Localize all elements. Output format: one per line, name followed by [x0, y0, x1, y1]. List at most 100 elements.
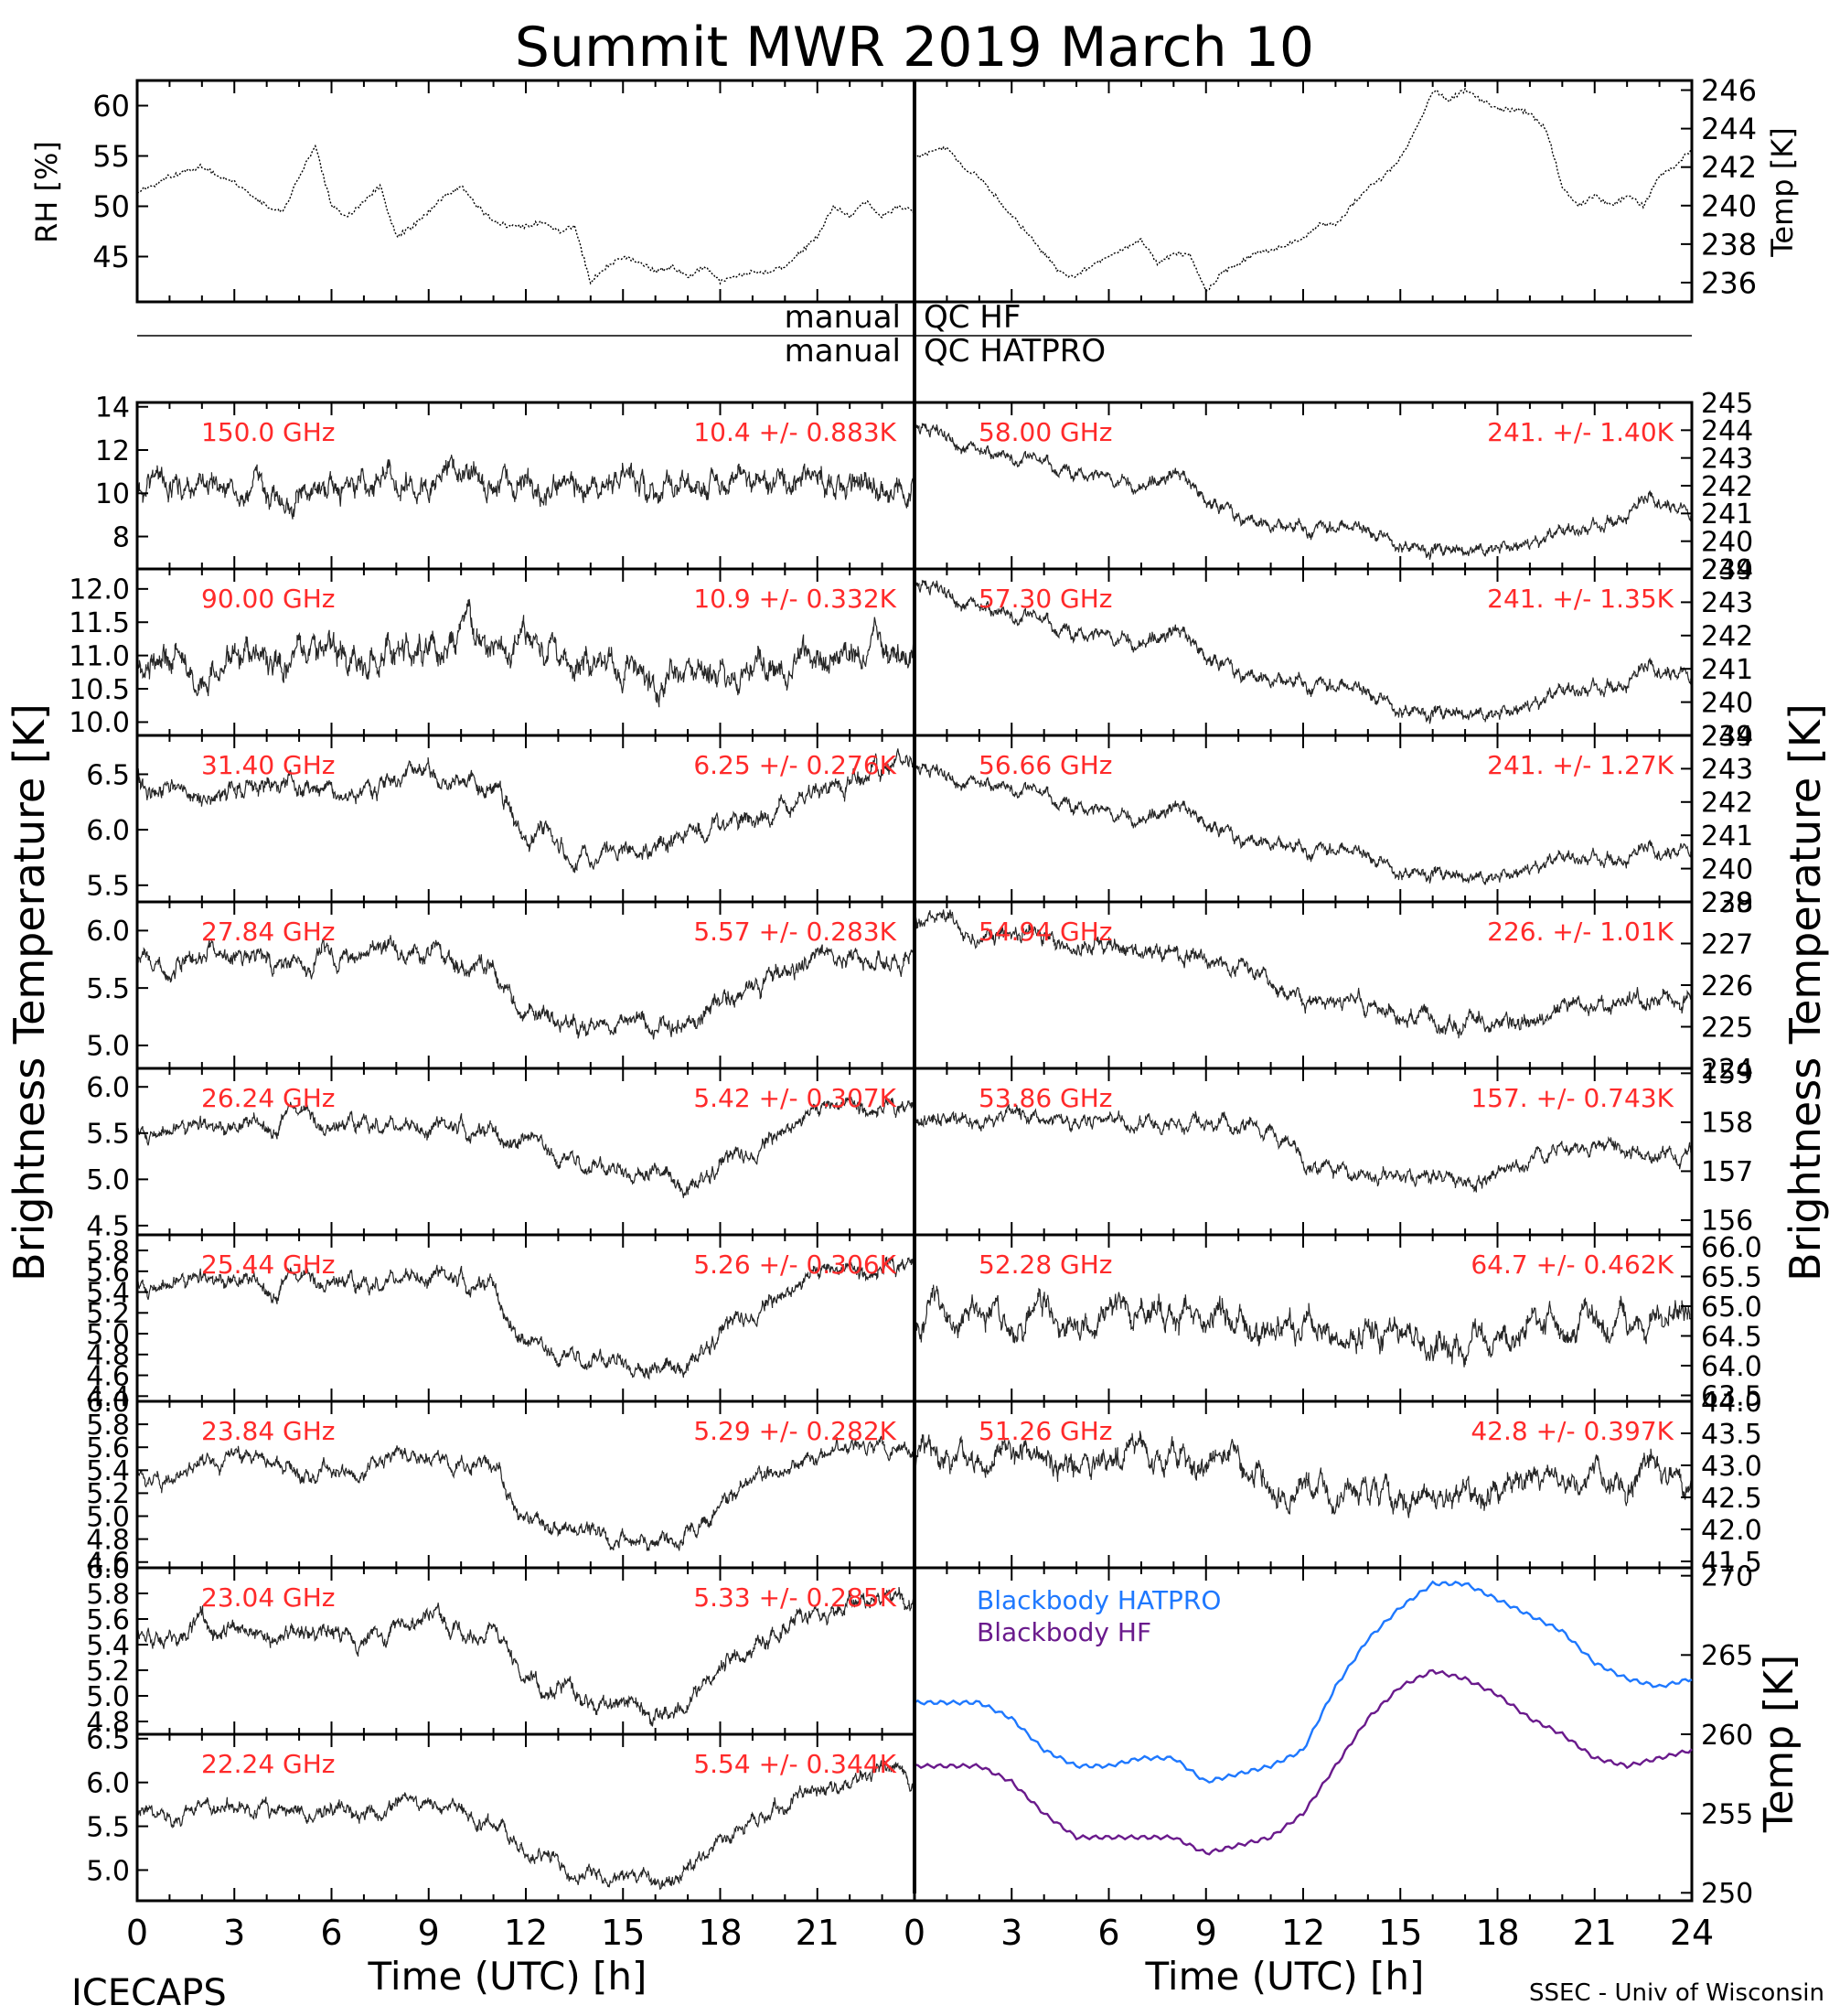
y-tick-label: 255	[1701, 1798, 1753, 1830]
channel-stats: 42.8 +/- 0.397K	[1471, 1416, 1674, 1446]
data-series	[136, 1435, 915, 1551]
panel-ch90: 10.010.511.011.512.0 90.00 GHz 10.9 +/- 0.…	[69, 567, 916, 739]
y-tick-label: 4.8	[86, 1524, 130, 1556]
y-tick-label: 159	[1701, 1058, 1753, 1090]
panel-ch23_0: 4.85.05.25.45.65.86.0 23.04 GHz 5.33 +/- 0…	[86, 1553, 916, 1739]
y-tick-label: 5.5	[86, 871, 130, 903]
channel-frequency: 27.84 GHz	[201, 917, 336, 947]
y-tick-label: 5.0	[86, 1164, 130, 1196]
y-tick-label: 240	[1701, 853, 1753, 885]
y-tick-label: 5.8	[86, 1410, 130, 1442]
channel-frequency: 150.0 GHz	[201, 417, 336, 447]
y-tick-label: 242	[1701, 621, 1753, 653]
data-series	[914, 1103, 1693, 1193]
data-series	[136, 144, 915, 285]
channel-stats: 241. +/- 1.27K	[1487, 750, 1674, 780]
x-tick-label-right: 24	[1670, 1913, 1714, 1953]
x-tick-label-right: 12	[1281, 1913, 1325, 1953]
y-tick-label: 10.5	[69, 674, 130, 706]
y-tick-label: 5.5	[86, 973, 130, 1005]
y-tick-label: 4.6	[86, 1360, 130, 1392]
y-tick-label: 270	[1701, 1560, 1753, 1592]
y-tick-label: 5.4	[86, 1455, 130, 1487]
y-tick-label: 260	[1701, 1720, 1753, 1752]
y-tick-label: 41.5	[1701, 1547, 1762, 1579]
channel-stats: 241. +/- 1.35K	[1487, 584, 1674, 614]
panel-ch53: 156 157 158 159 53.86 GHz 157. +/- 0.743K	[913, 1058, 1753, 1238]
y-tick-label: 243	[1701, 587, 1753, 619]
channel-frequency: 53.86 GHz	[979, 1083, 1113, 1113]
data-series	[914, 909, 1693, 1039]
rh-axis-label: RH [%]	[29, 141, 64, 243]
legend-hatpro: Blackbody HATPRO	[977, 1585, 1221, 1615]
y-tick-label: 10.0	[69, 707, 130, 739]
y-tick-label: 224	[1701, 1054, 1753, 1086]
y-tick-label: 5.6	[86, 1432, 130, 1464]
series-line-1	[914, 1668, 1693, 1856]
channel-frequency: 58.00 GHz	[979, 417, 1113, 447]
y-tick-label: 242	[1701, 150, 1757, 185]
y-tick-label: 5.2	[86, 1298, 130, 1330]
y-tick-label: 4.6	[86, 1548, 130, 1580]
y-tick-label: 65.5	[1701, 1261, 1762, 1293]
channel-frequency: 51.26 GHz	[979, 1416, 1113, 1446]
y-tick-label: 50	[92, 189, 130, 224]
y-tick-label: 242	[1701, 788, 1753, 820]
y-tick-label: 5.2	[86, 1656, 130, 1688]
y-tick-label: 250	[1701, 1878, 1753, 1910]
y-tick-label: 158	[1701, 1108, 1753, 1140]
footer-left: ICECAPS	[71, 1972, 227, 2012]
y-tick-label: 5.2	[86, 1478, 130, 1510]
footer-right: SSEC - Univ of Wisconsin	[1529, 1979, 1824, 2007]
y-tick-label: 5.4	[86, 1630, 130, 1662]
channel-frequency: 22.24 GHz	[201, 1749, 336, 1779]
data-series	[914, 87, 1693, 293]
y-tick-label: 241	[1701, 499, 1753, 531]
panel-ch26: 4.5 5.0 5.5 6.0 26.24 GHz 5.42 +/- 0.307K	[86, 1067, 916, 1243]
y-tick-label: 63.5	[1701, 1380, 1762, 1412]
data-series	[914, 417, 1693, 561]
panel-ch52: 63.564.064.565.065.566.0 52.28 GHz 64.7 +/…	[913, 1232, 1762, 1412]
y-tick-label: 240	[1701, 188, 1757, 223]
temp-axis-label: Temp [K]	[1765, 127, 1800, 257]
channel-stats: 5.29 +/- 0.282K	[693, 1416, 896, 1446]
channel-frequency: 52.28 GHz	[979, 1249, 1113, 1280]
y-tick-label: 42.5	[1701, 1483, 1762, 1515]
y-tick-label: 239	[1701, 721, 1753, 753]
y-tick-label: 5.0	[86, 1031, 130, 1063]
y-tick-label: 5.0	[86, 1855, 130, 1887]
x-tick-label-left: 9	[418, 1913, 440, 1953]
y-tick-label: 14	[95, 392, 130, 424]
channel-stats: 226. +/- 1.01K	[1487, 917, 1674, 947]
x-tick-label-left: 21	[796, 1913, 840, 1953]
y-tick-label: 5.8	[86, 1236, 130, 1268]
y-tick-label: 4.4	[86, 1381, 130, 1413]
x-tick-label-right: 18	[1475, 1913, 1519, 1953]
left-axis-label: Brightness Temperature [K]	[5, 703, 54, 1281]
y-tick-label: 5.5	[86, 1811, 130, 1843]
x-tick-label-right: 21	[1573, 1913, 1617, 1953]
y-tick-label: 243	[1701, 443, 1753, 475]
channel-stats: 5.26 +/- 0.306K	[693, 1249, 896, 1280]
y-tick-label: 238	[1701, 227, 1757, 262]
channel-stats: 10.4 +/- 0.883K	[693, 417, 896, 447]
x-tick-label-left: 0	[126, 1913, 148, 1953]
y-tick-label: 43.5	[1701, 1419, 1762, 1451]
x-axis-label-right: Time (UTC) [h]	[1145, 1954, 1425, 1999]
channel-frequency: 26.24 GHz	[201, 1083, 336, 1113]
y-tick-label: 156	[1701, 1206, 1753, 1238]
y-tick-label: 5.0	[86, 1319, 130, 1351]
y-tick-label: 243	[1701, 754, 1753, 786]
x-tick-label-right: 15	[1378, 1913, 1422, 1953]
channel-stats: 5.42 +/- 0.307K	[693, 1083, 896, 1113]
chart-title: Summit MWR 2019 March 10	[515, 16, 1314, 80]
data-series	[914, 758, 1693, 885]
y-tick-label: 65.0	[1701, 1292, 1762, 1324]
channel-frequency: 56.66 GHz	[979, 750, 1113, 780]
y-tick-label: 60	[92, 89, 130, 123]
x-tick-label-left: 6	[320, 1913, 342, 1953]
y-tick-label: 244	[1701, 554, 1753, 586]
y-tick-label: 45	[92, 240, 130, 274]
y-tick-label: 227	[1701, 928, 1753, 960]
